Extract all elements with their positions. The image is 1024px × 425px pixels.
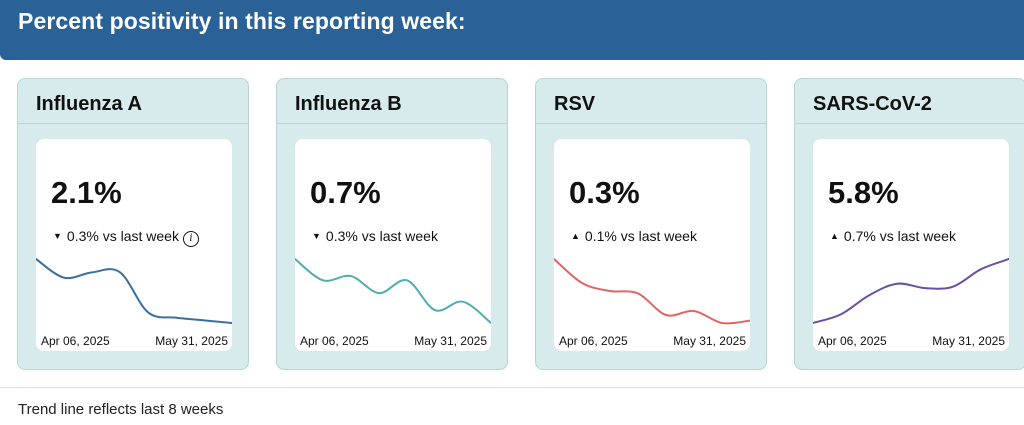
metric-value: 0.3% — [569, 175, 640, 210]
trend-line — [295, 258, 491, 324]
triangle-down-icon: ▼ — [312, 231, 321, 241]
page-title: Percent positivity in this reporting wee… — [18, 8, 466, 34]
week-change-text: 0.7% vs last week — [843, 228, 956, 244]
page-header: Percent positivity in this reporting wee… — [0, 0, 1024, 60]
card-divider — [795, 123, 1024, 124]
trend-line — [554, 258, 750, 325]
card-divider — [18, 123, 248, 124]
trend-sparkline — [813, 258, 1009, 324]
week-change-text: 0.1% vs last week — [584, 228, 697, 244]
metric-value: 5.8% — [828, 175, 899, 210]
trend-sparkline — [554, 258, 750, 325]
card-title: Influenza A — [36, 93, 142, 115]
metric-panel: 0.7% ▼ 0.3% vs last week Apr 06, 2025 May 31… — [295, 139, 491, 351]
triangle-up-icon: ▲ — [830, 231, 839, 241]
card-title: SARS-CoV-2 — [813, 93, 932, 115]
metric-card-influenza-a: Influenza A 2.1% ▼ 0.3% vs last week i Apr 06… — [17, 78, 249, 370]
metric-panel: 2.1% ▼ 0.3% vs last week i Apr 06, 2025 May 3… — [36, 139, 232, 351]
card-title: RSV — [554, 93, 596, 115]
trend-start-date: Apr 06, 2025 — [559, 334, 628, 348]
triangle-up-icon: ▲ — [571, 231, 580, 241]
trend-line — [813, 258, 1009, 324]
week-change-text: 0.3% vs last week — [66, 228, 179, 244]
trend-line — [36, 258, 232, 324]
metric-panel: 5.8% ▲ 0.7% vs last week Apr 06, 2025 May 31… — [813, 139, 1009, 351]
trend-start-date: Apr 06, 2025 — [300, 334, 369, 348]
metric-card-sars-cov-2: SARS-CoV-2 5.8% ▲ 0.7% vs last week Apr 06, … — [794, 78, 1024, 370]
trend-start-date: Apr 06, 2025 — [818, 334, 887, 348]
trend-sparkline — [295, 258, 491, 324]
footer-note: Trend line reflects last 8 weeks — [18, 401, 224, 418]
week-change-text: 0.3% vs last week — [325, 228, 438, 244]
week-change: ▼ 0.3% vs last week i — [53, 228, 199, 247]
metric-value: 0.7% — [310, 175, 381, 210]
triangle-down-icon: ▼ — [53, 231, 62, 241]
card-divider — [536, 123, 766, 124]
trend-sparkline — [36, 258, 232, 324]
metric-panel: 0.3% ▲ 0.1% vs last week Apr 06, 2025 May 31… — [554, 139, 750, 351]
footer-divider — [0, 387, 1024, 388]
trend-end-date: May 31, 2025 — [414, 334, 487, 348]
trend-end-date: May 31, 2025 — [673, 334, 746, 348]
card-title: Influenza B — [295, 93, 402, 115]
week-change: ▼ 0.3% vs last week — [312, 228, 438, 244]
card-divider — [277, 123, 507, 124]
info-icon[interactable]: i — [182, 231, 199, 247]
week-change: ▲ 0.7% vs last week — [830, 228, 956, 244]
trend-end-date: May 31, 2025 — [155, 334, 228, 348]
metric-value: 2.1% — [51, 175, 122, 210]
metric-card-rsv: RSV 0.3% ▲ 0.1% vs last week Apr 06, 2025 May… — [535, 78, 767, 370]
trend-start-date: Apr 06, 2025 — [41, 334, 110, 348]
week-change: ▲ 0.1% vs last week — [571, 228, 697, 244]
metric-card-influenza-b: Influenza B 0.7% ▼ 0.3% vs last week Apr 06,… — [276, 78, 508, 370]
trend-end-date: May 31, 2025 — [932, 334, 1005, 348]
